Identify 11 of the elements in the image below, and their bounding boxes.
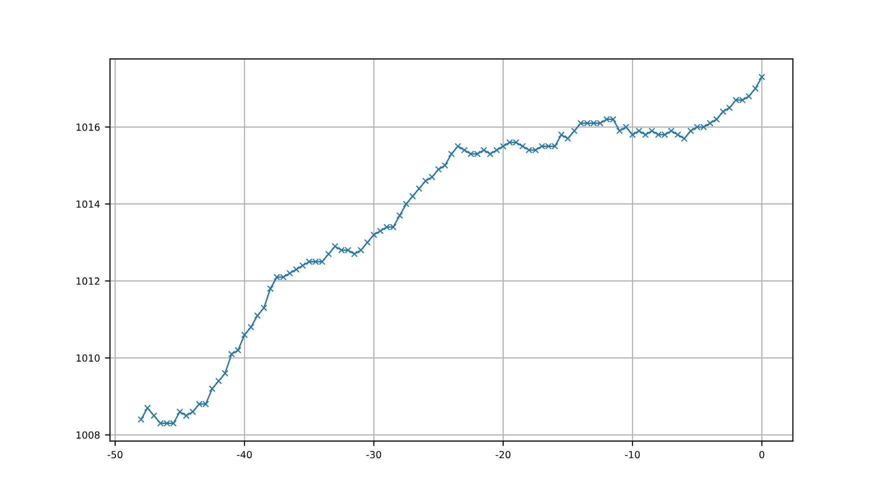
y-tick-label: 1016 <box>76 124 100 131</box>
x-tick-label: 0 <box>759 450 764 458</box>
x-tick-label: -40 <box>237 450 252 458</box>
y-tick-label: 1014 <box>76 200 100 208</box>
x-tick-label: -10 <box>625 450 640 458</box>
y-tick-label: 1012 <box>76 277 100 285</box>
y-tick-label: 1008 <box>76 431 100 439</box>
x-tick-label: -50 <box>108 450 122 458</box>
x-tick-label: -30 <box>366 450 382 458</box>
x-tick-label: -20 <box>496 450 510 458</box>
y-tick-label: 1010 <box>76 354 100 362</box>
